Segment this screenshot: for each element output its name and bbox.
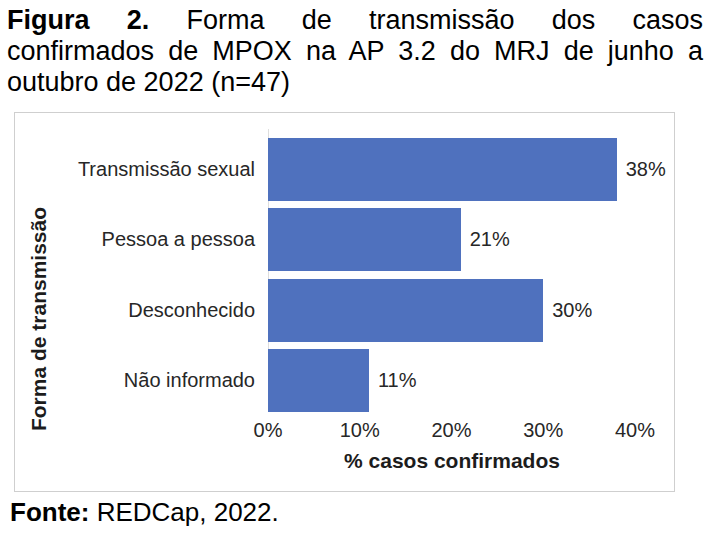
bar: [268, 208, 461, 271]
bar-row: Transmissão sexual 38%: [15, 134, 674, 205]
category-label: Não informado: [15, 369, 255, 392]
x-tick-label: 30%: [523, 419, 563, 442]
value-label: 21%: [470, 228, 510, 251]
bar: [268, 349, 369, 412]
category-label: Transmissão sexual: [15, 158, 255, 181]
bar-row: Não informado 11%: [15, 346, 674, 417]
value-label: 30%: [552, 299, 592, 322]
x-tick-label: 0%: [254, 419, 283, 442]
category-label: Desconhecido: [15, 299, 255, 322]
value-label: 38%: [626, 158, 666, 181]
bar: [268, 138, 617, 201]
figure-caption: Figura 2. Forma de transmissão dos casos…: [7, 5, 703, 98]
value-label: 11%: [378, 369, 417, 392]
bar-row: Desconhecido 30%: [15, 275, 674, 346]
figure-caption-line3: outubro de 2022 (n=47): [7, 67, 703, 98]
figure-page: Figura 2. Forma de transmissão dos casos…: [0, 0, 708, 550]
figure-caption-line2: confirmados de MPOX na AP 3.2 do MRJ de …: [7, 36, 703, 67]
figure-number: Figura 2.: [7, 5, 149, 35]
x-tick-label: 40%: [615, 419, 655, 442]
source-label: Fonte:: [10, 497, 89, 527]
bar-row: Pessoa a pessoa 21%: [15, 205, 674, 276]
figure-caption-text: Forma de transmissão dos casos: [186, 5, 703, 35]
figure-caption-line1: Figura 2. Forma de transmissão dos casos: [7, 5, 703, 36]
bar-chart: Forma de transmissão Transmissão sexual3…: [14, 112, 675, 492]
x-tick-label: 10%: [340, 419, 380, 442]
source-text: REDCap, 2022.: [97, 497, 279, 527]
x-tick-label: 20%: [431, 419, 471, 442]
source-note: Fonte: REDCap, 2022.: [10, 497, 279, 528]
bar: [268, 279, 543, 342]
category-label: Pessoa a pessoa: [15, 228, 255, 251]
x-axis-title: % casos confirmados: [344, 449, 560, 473]
